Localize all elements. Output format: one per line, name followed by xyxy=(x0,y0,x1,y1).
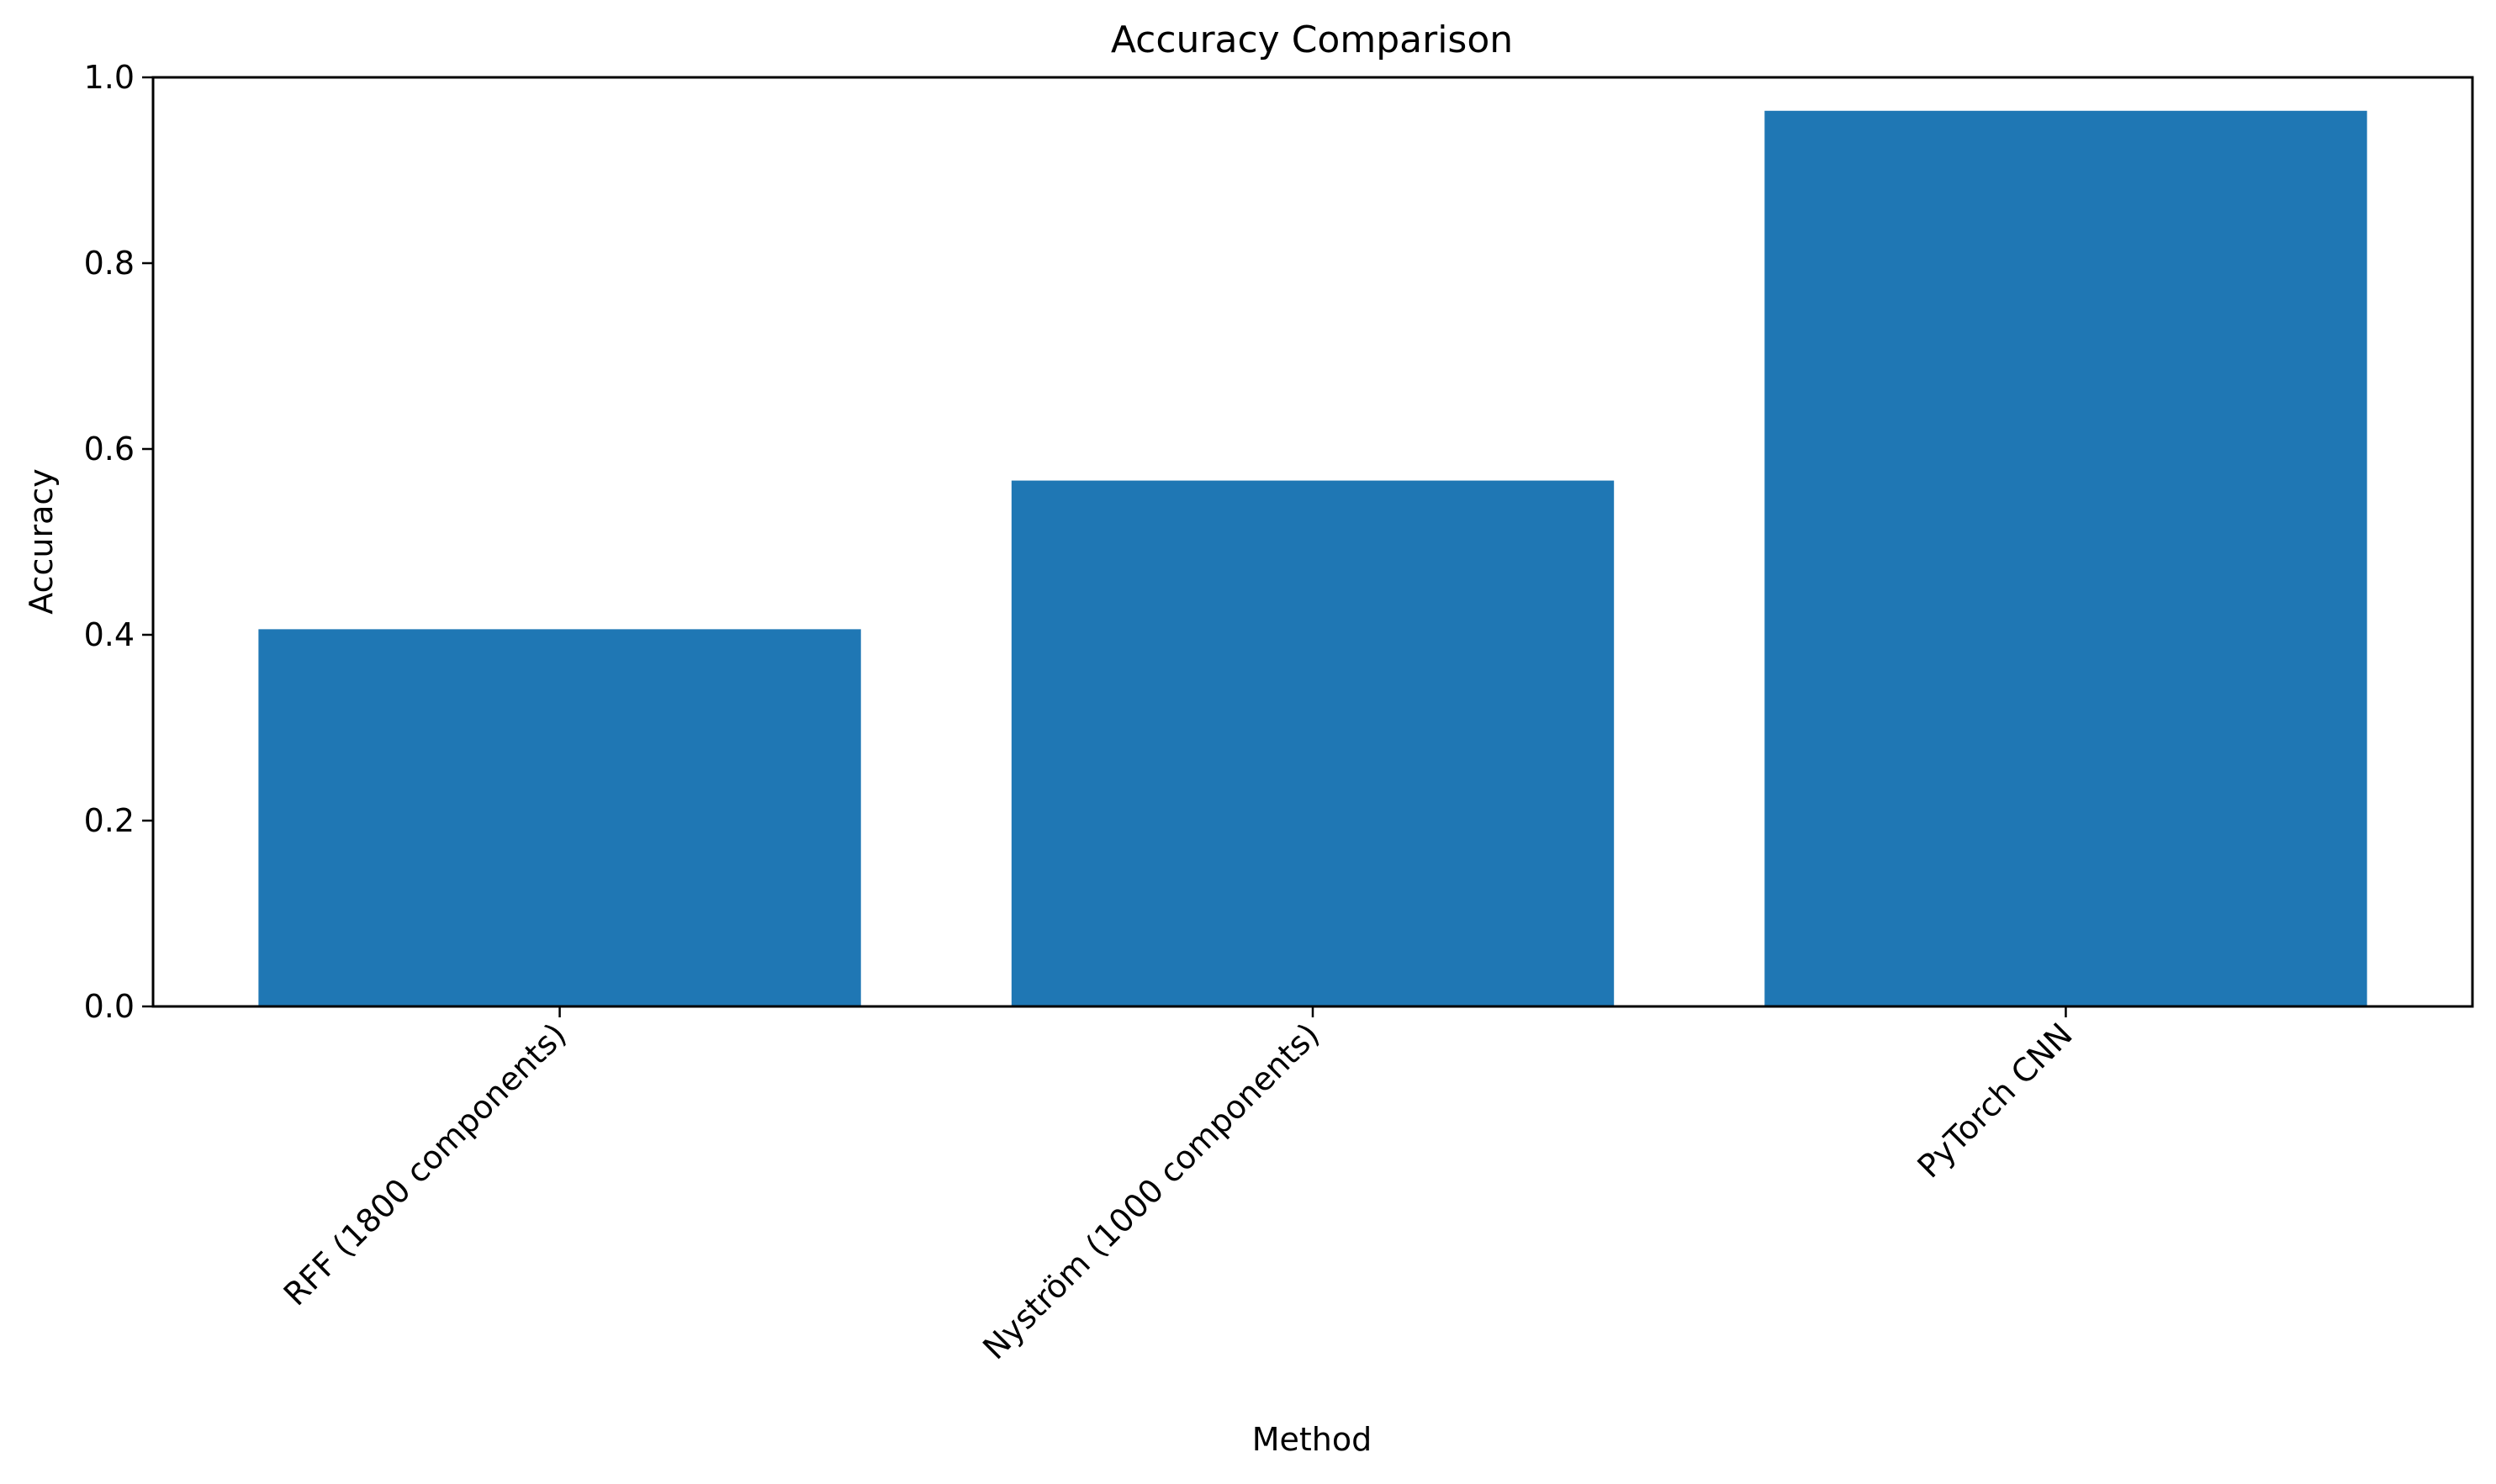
bar-0 xyxy=(258,629,861,1006)
y-tick-label: 0.2 xyxy=(84,802,135,839)
y-tick-label: 1.0 xyxy=(84,59,135,96)
bar-1 xyxy=(1011,480,1615,1006)
y-tick-label: 0.6 xyxy=(84,430,135,467)
y-tick-label: 0.0 xyxy=(84,988,135,1025)
bar-2 xyxy=(1764,110,2367,1006)
y-tick-label: 0.4 xyxy=(84,616,135,653)
plot-frame xyxy=(151,76,2474,1008)
y-tick-label: 0.8 xyxy=(84,245,135,282)
y-axis-ticks: 0.0 0.2 0.4 0.6 0.8 1.0 xyxy=(84,59,153,1025)
x-axis-label: Method xyxy=(1252,1421,1372,1458)
bars-group xyxy=(258,110,2367,1006)
chart-title: Accuracy Comparison xyxy=(1111,18,1513,61)
y-axis-label: Accuracy xyxy=(23,468,60,615)
